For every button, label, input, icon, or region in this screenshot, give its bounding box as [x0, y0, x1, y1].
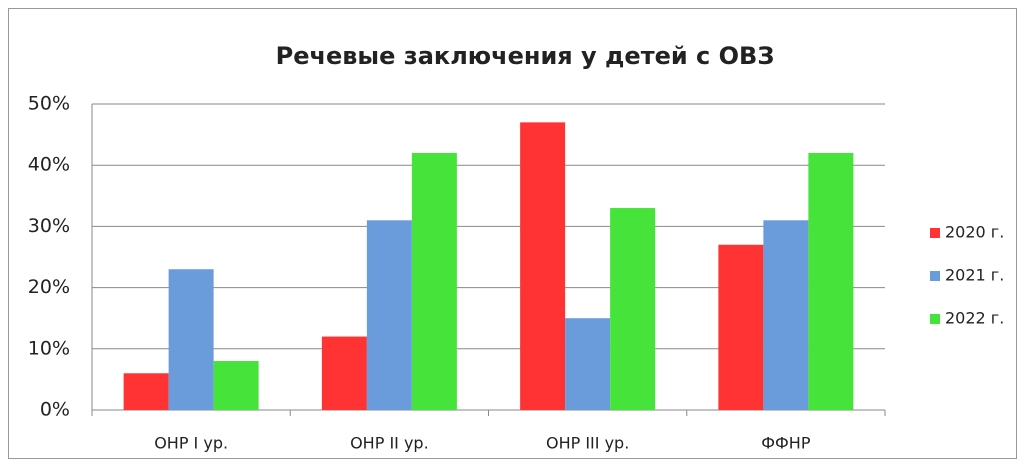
- bar: [808, 152, 854, 410]
- bar: [366, 220, 412, 410]
- bar: [520, 122, 566, 411]
- x-tick-label: ОНР III ур.: [546, 434, 629, 453]
- bar: [411, 152, 457, 410]
- x-tick-label: ОНР I ур.: [154, 434, 228, 453]
- x-tick-label: ОНР II ур.: [350, 434, 429, 453]
- bar: [763, 220, 809, 410]
- legend-swatch: [930, 314, 940, 324]
- bar: [610, 208, 656, 410]
- bar: [213, 361, 259, 410]
- y-tick-label: 50%: [28, 93, 70, 115]
- legend-swatch: [930, 271, 940, 281]
- legend-label: 2020 г.: [945, 223, 1004, 242]
- x-tick-label: ФФНР: [761, 434, 811, 453]
- y-tick-label: 30%: [28, 215, 70, 237]
- y-tick-label: 20%: [28, 276, 70, 298]
- bar: [123, 373, 169, 410]
- y-tick-label: 40%: [28, 154, 70, 176]
- chart-title: Речевые заключения у детей с ОВЗ: [276, 42, 775, 70]
- bar: [565, 318, 611, 410]
- legend-label: 2021 г.: [945, 266, 1004, 285]
- legend-label: 2022 г.: [945, 309, 1004, 328]
- bar: [718, 244, 764, 410]
- bar: [321, 336, 367, 410]
- y-tick-label: 0%: [40, 399, 70, 421]
- legend-swatch: [930, 228, 940, 238]
- y-tick-label: 10%: [28, 337, 70, 359]
- bar: [168, 269, 214, 410]
